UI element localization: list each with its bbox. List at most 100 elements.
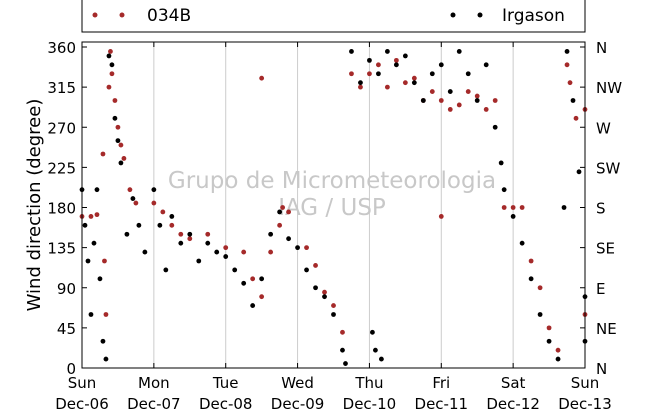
- data-point: [223, 254, 229, 259]
- data-point: [358, 84, 363, 90]
- data-point: [510, 205, 516, 210]
- data-point: [88, 312, 94, 317]
- data-point: [286, 209, 291, 215]
- data-point: [97, 276, 103, 282]
- y-axis-label: Wind direction (degree): [24, 99, 45, 312]
- data-point: [519, 240, 525, 246]
- data-point: [537, 312, 543, 317]
- data-point: [384, 49, 390, 54]
- data-point: [447, 89, 453, 94]
- data-point: [286, 236, 291, 242]
- x-tick-day: Thu: [354, 374, 383, 392]
- data-point: [130, 196, 136, 201]
- y-right-tick-label: N: [596, 39, 607, 57]
- data-point: [157, 222, 163, 228]
- data-point: [555, 347, 561, 353]
- data-point: [438, 98, 444, 103]
- data-point: [187, 231, 193, 237]
- data-point: [411, 80, 417, 86]
- data-point: [510, 214, 516, 219]
- data-point: [124, 231, 130, 237]
- data-point: [420, 98, 426, 103]
- legend-marker-irgason: [450, 12, 456, 18]
- y-tick-label: 180: [47, 200, 76, 218]
- data-point: [109, 62, 115, 68]
- y-tick-label: 135: [47, 240, 76, 258]
- data-point: [331, 312, 336, 317]
- data-point: [555, 356, 561, 362]
- data-point: [501, 187, 507, 193]
- data-point: [546, 338, 552, 344]
- legend-marker-034b: [119, 12, 125, 18]
- watermark-line-2: IAG / USP: [278, 195, 386, 221]
- data-point: [163, 267, 169, 273]
- data-point: [196, 258, 202, 264]
- data-point: [259, 276, 265, 282]
- data-point: [103, 356, 109, 362]
- y-right-tick-label: NW: [596, 79, 622, 97]
- legend-box: [81, 0, 586, 33]
- data-point: [108, 49, 113, 54]
- data-point: [564, 49, 570, 54]
- y-tick-label: 45: [57, 320, 76, 338]
- data-point: [94, 212, 100, 218]
- data-point: [498, 160, 504, 166]
- data-point: [573, 115, 579, 121]
- data-point: [474, 98, 480, 103]
- data-point: [295, 245, 300, 251]
- data-point: [268, 231, 274, 237]
- y-right-tick-label: SW: [596, 159, 621, 177]
- y-right-tick-label: NE: [596, 320, 617, 338]
- data-point: [313, 263, 318, 268]
- data-point: [112, 98, 118, 103]
- legend-label-034b: 034B: [147, 6, 191, 26]
- data-point: [232, 267, 238, 273]
- data-point: [241, 249, 247, 255]
- data-point: [322, 289, 327, 295]
- data-point: [88, 214, 94, 219]
- data-point: [277, 209, 283, 215]
- data-point: [429, 71, 435, 77]
- x-tick-date: Dec-12: [486, 395, 540, 409]
- data-point: [528, 276, 534, 282]
- data-point: [322, 294, 327, 300]
- y-tick-label: 225: [47, 159, 76, 177]
- data-point: [528, 258, 534, 264]
- data-point: [205, 231, 211, 237]
- plot-frame: [81, 41, 586, 369]
- data-point: [136, 222, 142, 228]
- data-point: [411, 75, 417, 81]
- x-tick-day: Sun: [68, 374, 97, 392]
- data-point: [546, 325, 552, 331]
- data-point: [483, 62, 489, 68]
- data-point: [304, 267, 309, 273]
- data-series: [79, 49, 588, 366]
- x-tick-day: Mon: [138, 374, 170, 392]
- data-point: [250, 276, 256, 282]
- data-point: [402, 53, 408, 59]
- legend: 034B Irgason: [81, 0, 586, 33]
- data-point: [151, 187, 157, 193]
- data-point: [370, 329, 375, 335]
- data-point: [112, 115, 118, 121]
- data-point: [567, 80, 573, 86]
- y-right-tick-label: W: [596, 119, 611, 137]
- data-point: [373, 347, 378, 353]
- data-point: [214, 249, 220, 255]
- data-point: [151, 200, 157, 206]
- data-point: [393, 62, 399, 68]
- data-point: [106, 53, 112, 59]
- data-point: [564, 62, 570, 68]
- data-point: [82, 222, 88, 228]
- data-point: [474, 93, 480, 99]
- data-point: [142, 249, 148, 255]
- data-point: [250, 303, 256, 308]
- data-point: [331, 303, 336, 308]
- data-point: [343, 361, 348, 366]
- data-point: [268, 249, 274, 255]
- data-point: [241, 280, 247, 286]
- data-point: [160, 209, 166, 215]
- grid-lines: [153, 42, 514, 368]
- data-point: [94, 187, 100, 193]
